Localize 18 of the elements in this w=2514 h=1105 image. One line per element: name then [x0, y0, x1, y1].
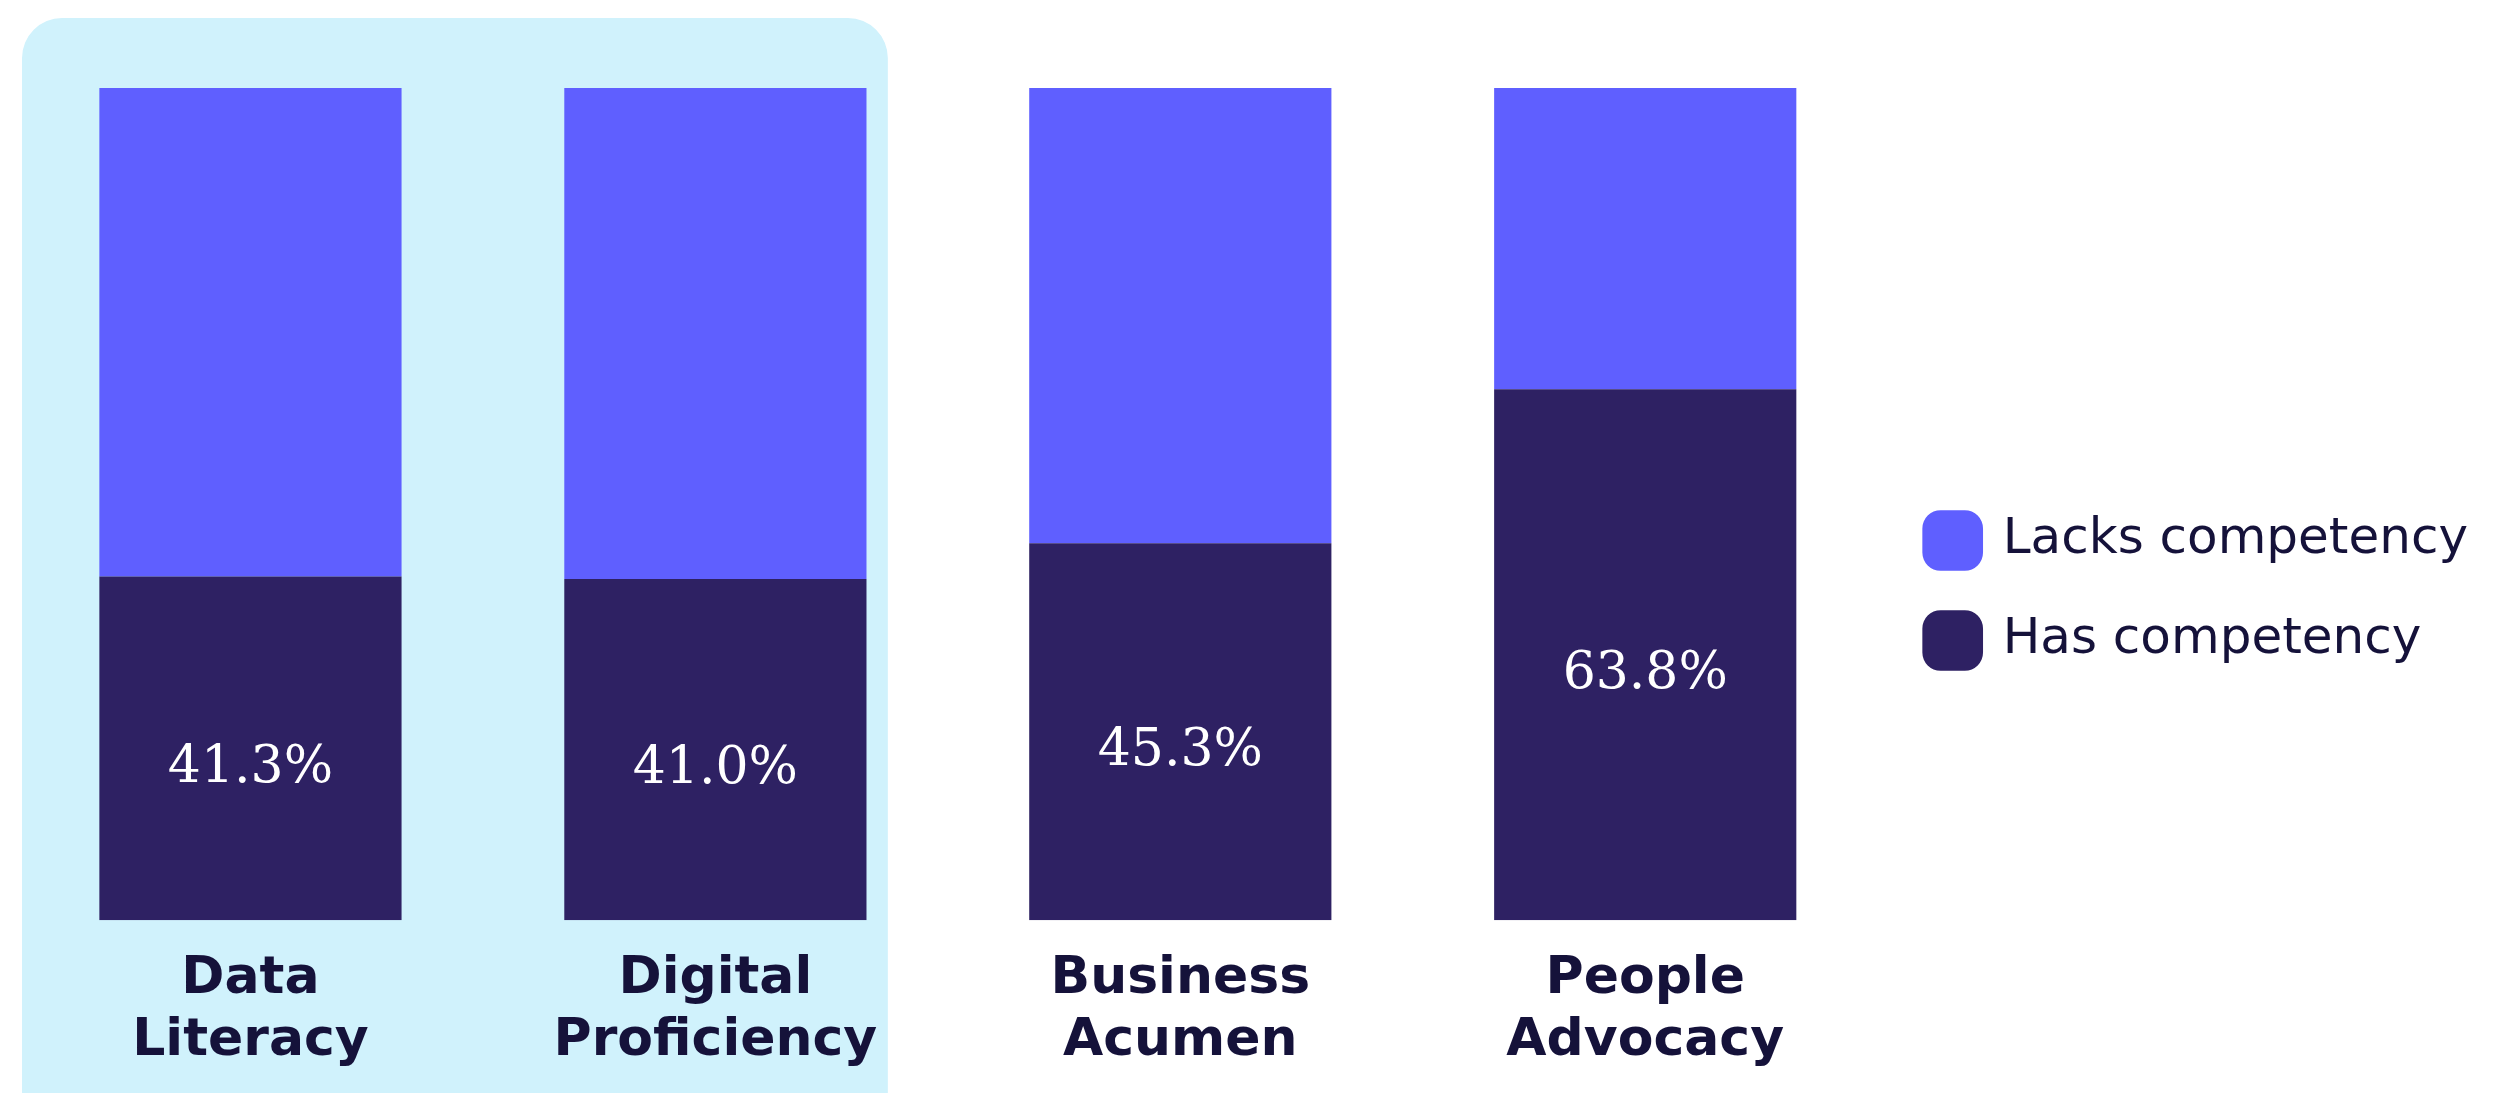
data-label: 41.3% [167, 733, 334, 794]
bar [99, 88, 402, 577]
bar [564, 579, 867, 921]
bar [1029, 88, 1332, 544]
bar [1494, 88, 1797, 390]
x-tick-label: Business Acumen [1050, 944, 1311, 1068]
bar [99, 576, 402, 921]
data-label: 45.3% [1097, 717, 1263, 778]
data-label: 63.8% [1562, 640, 1728, 701]
legend-label: Lacks competency [2002, 507, 2468, 566]
bar [564, 88, 867, 579]
x-tick-label: Data Literacy [132, 944, 369, 1068]
x-tick-label: Digital Proficiency [553, 944, 878, 1068]
bar [1029, 543, 1332, 921]
x-tick-label: People Advocacy [1506, 944, 1785, 1068]
legend-label: Has competency [2002, 607, 2422, 666]
bar [1494, 389, 1797, 921]
data-label: 41.0% [632, 735, 798, 796]
